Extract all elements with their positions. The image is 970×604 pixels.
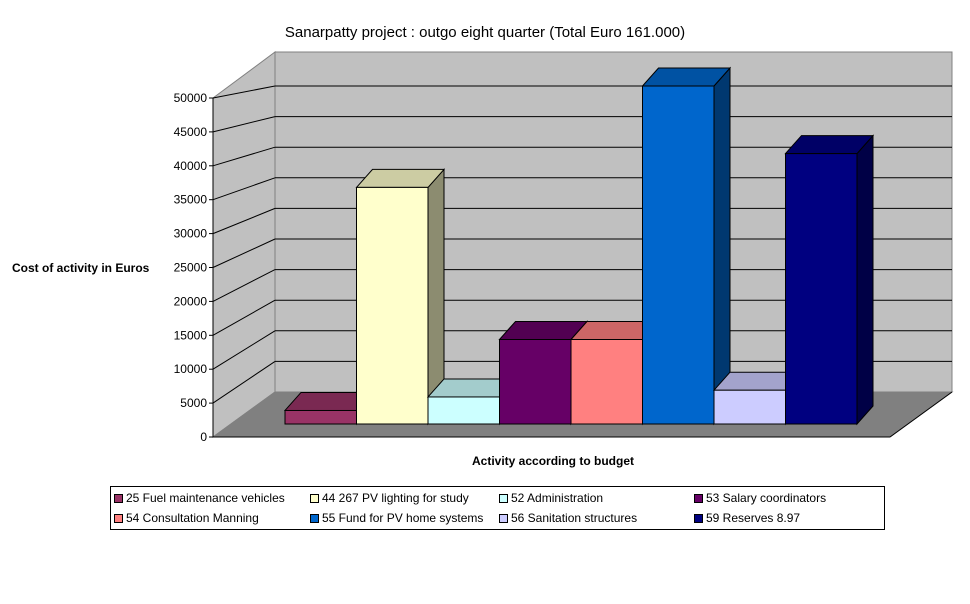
legend-item: 59 Reserves 8.97 — [694, 510, 800, 526]
y-tick-label: 35000 — [174, 193, 208, 207]
gridline-side — [212, 269, 276, 302]
y-tick-labels: 0 5000 10000 15000 20000 25000 30000 35000 40000… — [174, 91, 213, 444]
bar-3 — [426, 377, 517, 426]
legend-label: 53 Salary coordinators — [706, 491, 827, 505]
legend-item: 44 267 PV lighting for study — [310, 490, 469, 506]
legend-label: 54 Consultation Manning — [126, 511, 259, 525]
legend-item: 52 Administration — [499, 490, 603, 506]
legend-item: 56 Sanitation structures — [499, 510, 637, 526]
legend-item: 25 Fuel maintenance vehicles — [114, 490, 285, 506]
gridline-side — [212, 299, 276, 336]
legend-item: 53 Salary coordinators — [694, 490, 826, 506]
legend-label: 52 Administration — [511, 491, 604, 505]
legend-swatch — [114, 493, 123, 503]
y-tick-label: 30000 — [174, 227, 208, 241]
bar-front — [284, 409, 357, 425]
legend-swatch — [694, 513, 703, 523]
bar-top — [784, 135, 875, 155]
y-tick-label: 45000 — [174, 125, 208, 139]
legend-item: 54 Consultation Manning — [114, 510, 259, 526]
bar-side — [856, 134, 874, 426]
legend-label: 59 Reserves 8.97 — [706, 511, 801, 525]
gridline-side — [212, 207, 276, 235]
bar-front — [713, 389, 786, 425]
gridline-side — [212, 330, 276, 370]
y-tick-label: 40000 — [174, 159, 208, 173]
y-tick-label: 15000 — [174, 328, 208, 342]
gridline-side — [212, 238, 276, 268]
legend-label: 55 Fund for PV home systems — [322, 511, 484, 525]
x-axis-label: Activity according to budget — [472, 454, 634, 468]
bar-front — [356, 186, 429, 425]
chart-title: Sanarpatty project : outgo eight quarter… — [285, 24, 685, 41]
legend-swatch — [310, 513, 319, 523]
legend-item: 55 Fund for PV home systems — [310, 510, 483, 526]
y-tick-label: 25000 — [174, 261, 208, 275]
bar-front — [785, 153, 858, 425]
bar-front — [570, 339, 643, 425]
legend-swatch — [114, 513, 123, 523]
y-tick-label: 50000 — [174, 91, 208, 105]
bar-8 — [784, 134, 875, 426]
y-tick-label: 0 — [200, 430, 207, 444]
bar-front — [642, 85, 715, 425]
gridline-side — [212, 146, 276, 167]
legend: 25 Fuel maintenance vehicles 44 267 PV li… — [110, 486, 885, 530]
bar-front — [427, 396, 500, 425]
legend-label: 25 Fuel maintenance vehicles — [126, 491, 285, 505]
y-tick-label: 20000 — [174, 294, 208, 308]
bar-side — [713, 66, 731, 426]
bar-front — [499, 339, 572, 425]
legend-swatch — [694, 493, 703, 503]
y-axis-label: Cost of activity in Euros — [12, 261, 150, 275]
side-wall — [212, 51, 276, 438]
bar-6 — [641, 66, 732, 426]
legend-swatch — [499, 513, 508, 523]
bar-2 — [355, 168, 446, 426]
bar-7 — [712, 370, 803, 426]
bar-top — [355, 168, 446, 188]
y-tick-label: 5000 — [180, 396, 207, 410]
gridline-side — [212, 360, 276, 404]
y-tick-label: 10000 — [174, 362, 208, 376]
gridline-side — [212, 177, 276, 201]
floor-edge — [889, 391, 953, 438]
legend-swatch — [499, 493, 508, 503]
bars — [283, 66, 875, 426]
gridline-side — [212, 116, 276, 133]
legend-swatch — [310, 493, 319, 503]
gridline-side — [212, 85, 276, 99]
legend-label: 56 Sanitation structures — [511, 511, 638, 525]
bar-top — [641, 67, 732, 87]
legend-label: 44 267 PV lighting for study — [322, 491, 469, 505]
